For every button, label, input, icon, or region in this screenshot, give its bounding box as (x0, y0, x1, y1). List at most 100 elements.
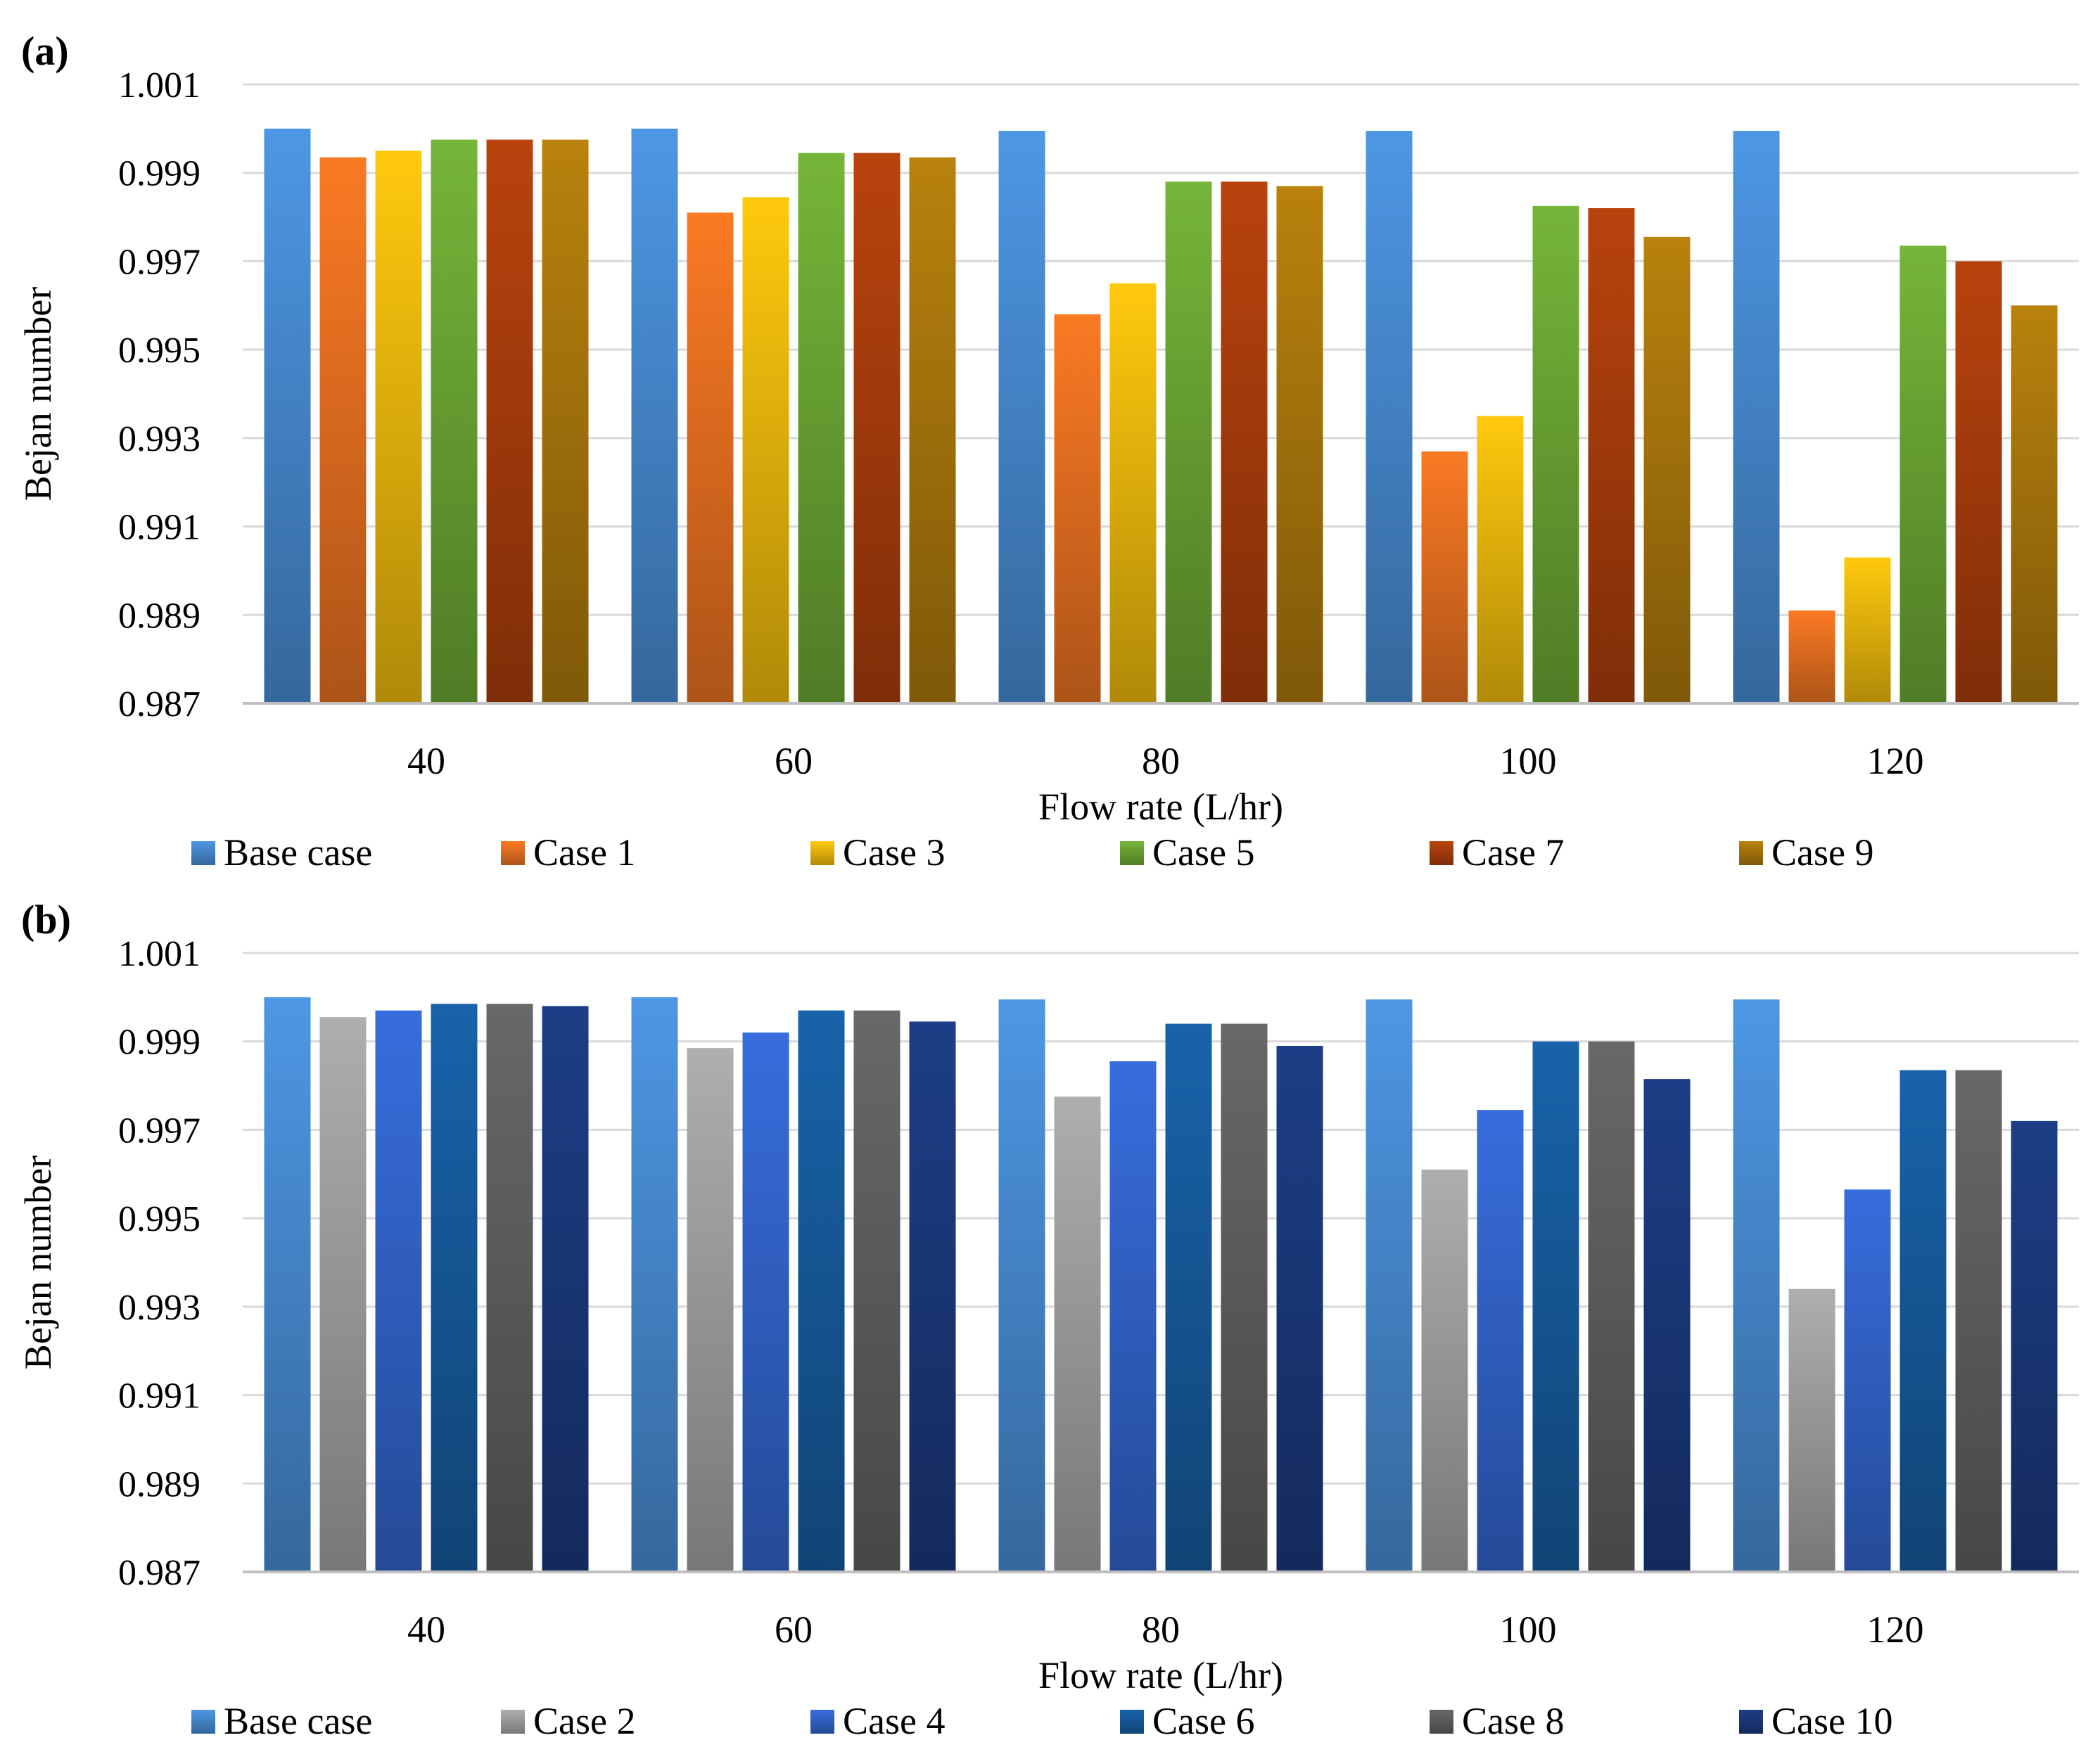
bar-case-8-40 (486, 1004, 533, 1572)
bar-base-case-100 (1366, 999, 1413, 1572)
bar-case-3-100 (1477, 416, 1524, 703)
bar-case-8-60 (853, 1010, 901, 1572)
bar-case-5-80 (1165, 181, 1212, 703)
bar-case-5-100 (1532, 205, 1579, 703)
y-tick-label: 0.991 (118, 1376, 201, 1416)
bar-base-case-60 (631, 997, 678, 1572)
legend-swatch-base-case (191, 1710, 215, 1734)
bar-case-3-80 (1109, 283, 1157, 703)
bar-case-4-40 (375, 1010, 422, 1572)
bar-base-case-40 (264, 128, 311, 703)
y-tick-label: 0.993 (118, 419, 201, 459)
bar-case-1-120 (1788, 610, 1835, 703)
legend-swatch-case-5 (1120, 841, 1144, 865)
bar-case-5-60 (798, 153, 845, 703)
legend-label-case-9: Case 9 (1771, 831, 1873, 874)
x-tick-label: 40 (407, 1608, 445, 1651)
bar-case-8-80 (1221, 1023, 1268, 1572)
bar-case-6-60 (798, 1010, 845, 1572)
bar-case-3-40 (375, 151, 422, 704)
legend-label-case-2: Case 2 (533, 1700, 635, 1742)
x-tick-label: 120 (1867, 1608, 1924, 1651)
bar-case-9-120 (2011, 305, 2058, 703)
bar-case-5-120 (1899, 245, 1947, 703)
panel-a-chart: (a) 0.987 0.989 0.991 0.993 0.995 0.997 0.999 1.… (17, 28, 2079, 874)
bar-case-10-40 (542, 1006, 589, 1572)
y-tick-label: 0.991 (118, 508, 201, 548)
y-tick-label: 0.987 (118, 684, 201, 724)
x-tick-label: 80 (1142, 1608, 1180, 1651)
bar-case-6-80 (1165, 1023, 1212, 1572)
bar-case-7-100 (1588, 208, 1635, 703)
legend-label-base-case: Base case (224, 831, 372, 874)
bar-case-4-120 (1844, 1189, 1891, 1572)
y-tick-label: 0.997 (118, 242, 201, 282)
legend-swatch-case-9 (1739, 841, 1763, 865)
y-tick-label: 0.989 (118, 1464, 201, 1504)
bar-case-2-120 (1788, 1288, 1835, 1572)
y-tick-label: 0.999 (118, 1023, 201, 1063)
bar-case-2-80 (1054, 1096, 1101, 1572)
bar-base-case-120 (1733, 999, 1780, 1572)
legend-swatch-case-7 (1430, 841, 1453, 865)
x-tick-label: 60 (775, 740, 813, 782)
bar-case-10-100 (1643, 1079, 1691, 1572)
bar-case-6-120 (1899, 1070, 1947, 1572)
bar-case-7-80 (1221, 181, 1268, 703)
bar-case-8-120 (1955, 1070, 2002, 1572)
y-tick-label: 0.989 (118, 596, 201, 636)
bar-case-9-80 (1276, 186, 1323, 704)
bar-case-1-80 (1054, 314, 1101, 703)
legend-swatch-case-6 (1120, 1710, 1144, 1734)
legend-label-base-case: Base case (224, 1700, 372, 1742)
x-tick-label: 80 (1142, 740, 1180, 782)
x-tick-label: 40 (407, 740, 445, 782)
bar-base-case-40 (264, 997, 311, 1572)
y-tick-label: 1.001 (118, 934, 201, 974)
legend-swatch-case-3 (810, 841, 834, 865)
bar-base-case-80 (998, 999, 1045, 1572)
bar-case-1-60 (687, 212, 734, 703)
legend-label-case-6: Case 6 (1152, 1700, 1254, 1742)
bar-case-2-100 (1421, 1170, 1468, 1572)
x-axis-title: Flow rate (L/hr) (1038, 786, 1283, 828)
bar-case-8-100 (1588, 1041, 1635, 1572)
legend-label-case-10: Case 10 (1771, 1700, 1892, 1742)
y-tick-label: 0.987 (118, 1553, 201, 1593)
legend-label-case-5: Case 5 (1152, 831, 1254, 874)
bar-case-5-40 (431, 139, 478, 704)
bar-case-10-60 (909, 1021, 956, 1572)
x-tick-label: 100 (1500, 740, 1557, 782)
legend-label-case-8: Case 8 (1462, 1700, 1564, 1742)
panel-b-label: (b) (21, 897, 71, 942)
bar-case-7-60 (853, 153, 901, 703)
x-tick-label: 100 (1500, 1608, 1557, 1651)
y-axis-title: Bejan number (17, 287, 59, 501)
x-tick-label: 60 (775, 1608, 813, 1651)
bar-case-10-80 (1276, 1046, 1323, 1572)
legend-label-case-7: Case 7 (1462, 831, 1564, 874)
y-tick-label: 0.995 (118, 331, 201, 371)
bar-case-4-80 (1109, 1061, 1157, 1572)
legend-swatch-case-1 (501, 841, 525, 865)
y-tick-label: 0.999 (118, 154, 201, 194)
legend-swatch-case-8 (1430, 1710, 1453, 1734)
x-tick-label: 120 (1867, 740, 1924, 782)
bar-case-4-100 (1477, 1110, 1524, 1572)
legend-swatch-case-2 (501, 1710, 525, 1734)
legend-label-case-4: Case 4 (843, 1700, 945, 1742)
bar-case-4-60 (742, 1032, 789, 1572)
x-axis-title: Flow rate (L/hr) (1038, 1654, 1283, 1696)
y-tick-label: 0.995 (118, 1199, 201, 1239)
bar-case-7-120 (1955, 261, 2002, 703)
bar-case-1-40 (319, 157, 367, 703)
bar-case-6-40 (431, 1004, 478, 1572)
bar-case-9-60 (909, 157, 956, 703)
bar-base-case-80 (998, 131, 1045, 703)
bar-case-9-40 (542, 139, 589, 704)
legend-label-case-1: Case 1 (533, 831, 635, 874)
legend-swatch-base-case (191, 841, 215, 865)
bar-case-2-40 (319, 1017, 367, 1572)
panel-b-chart: (b) 0.987 0.989 0.991 0.993 0.995 0.997 0.999 1.… (17, 897, 2079, 1742)
